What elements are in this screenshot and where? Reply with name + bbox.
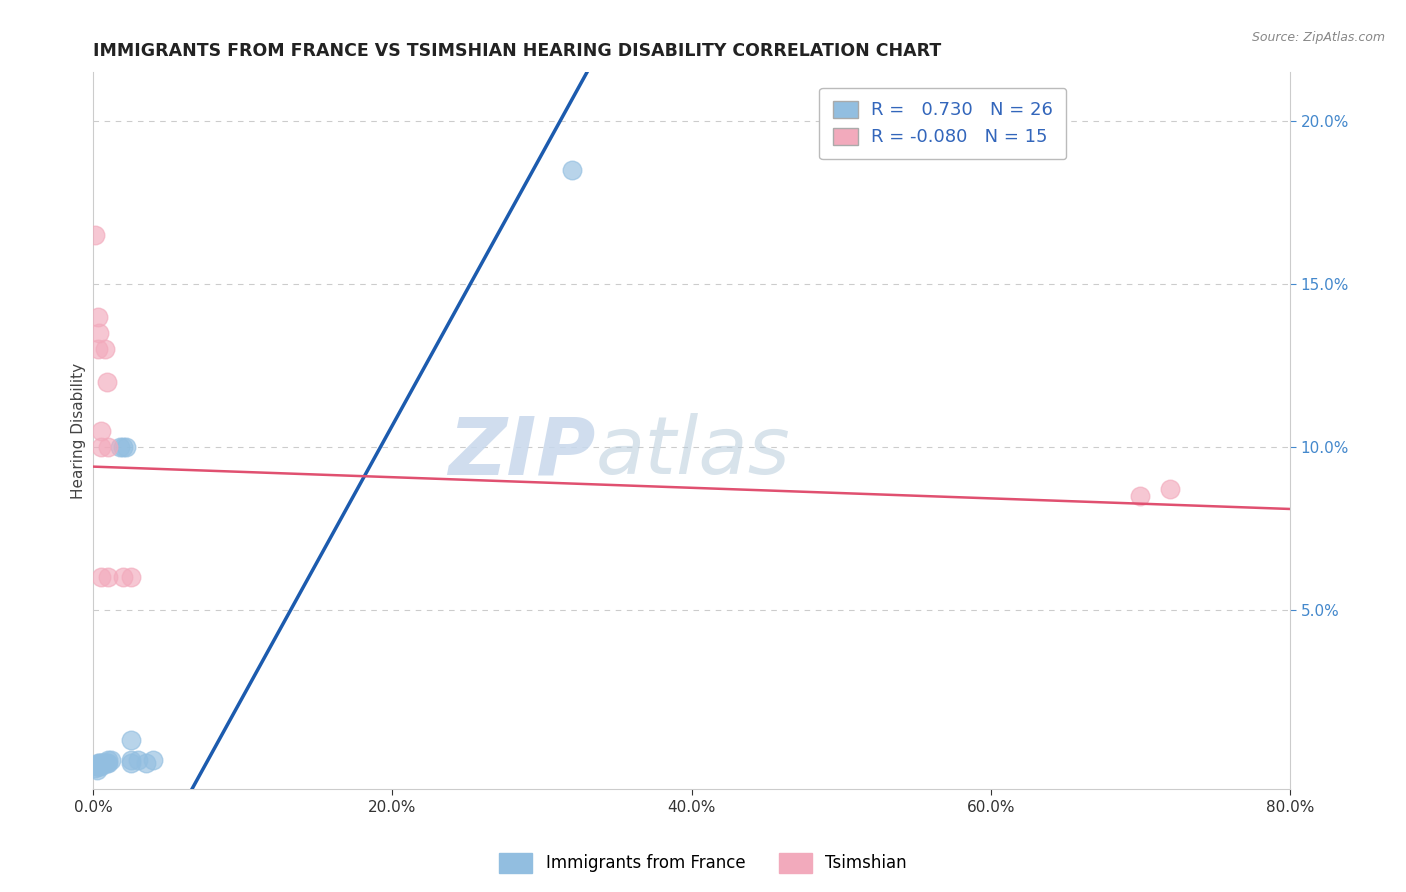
Point [112, 570, 135, 584]
Point [108, 440, 131, 454]
Point [90, 756, 112, 770]
Point [112, 440, 135, 454]
Point [1159, 483, 1181, 497]
Point [89, 759, 111, 773]
Point [142, 753, 165, 767]
Point [100, 753, 122, 767]
Point [97, 440, 120, 454]
Point [89, 326, 111, 340]
Point [84, 228, 107, 243]
Point [93, 756, 115, 770]
Point [96, 375, 118, 389]
Point [115, 440, 138, 454]
Text: IMMIGRANTS FROM FRANCE VS TSIMSHIAN HEARING DISABILITY CORRELATION CHART: IMMIGRANTS FROM FRANCE VS TSIMSHIAN HEAR… [93, 42, 942, 60]
Point [90, 424, 112, 438]
Point [84, 759, 107, 773]
Text: Source: ZipAtlas.com: Source: ZipAtlas.com [1251, 31, 1385, 45]
Point [90, 570, 112, 584]
Point [86, 763, 108, 777]
Point [97, 756, 120, 770]
Point [96, 756, 118, 770]
Point [561, 163, 583, 178]
Point [120, 756, 142, 770]
Point [86, 310, 108, 324]
Legend: Immigrants from France, Tsimshian: Immigrants from France, Tsimshian [492, 847, 914, 880]
Point [127, 753, 149, 767]
Point [86, 759, 108, 773]
Legend: R =   0.730   N = 26, R = -0.080   N = 15: R = 0.730 N = 26, R = -0.080 N = 15 [820, 88, 1066, 160]
Point [120, 570, 142, 584]
Point [90, 759, 112, 773]
Point [97, 753, 120, 767]
Point [94, 756, 117, 770]
Point [135, 756, 157, 770]
Point [89, 756, 111, 770]
Text: ZIP: ZIP [449, 413, 596, 491]
Point [90, 440, 112, 454]
Point [94, 343, 117, 357]
Point [84, 761, 107, 775]
Y-axis label: Hearing Disability: Hearing Disability [72, 363, 86, 499]
Point [120, 733, 142, 747]
Point [86, 343, 108, 357]
Point [120, 753, 142, 767]
Point [97, 570, 120, 584]
Text: atlas: atlas [596, 413, 790, 491]
Point [1129, 489, 1152, 503]
Point [91, 756, 114, 770]
Point [86, 756, 108, 770]
